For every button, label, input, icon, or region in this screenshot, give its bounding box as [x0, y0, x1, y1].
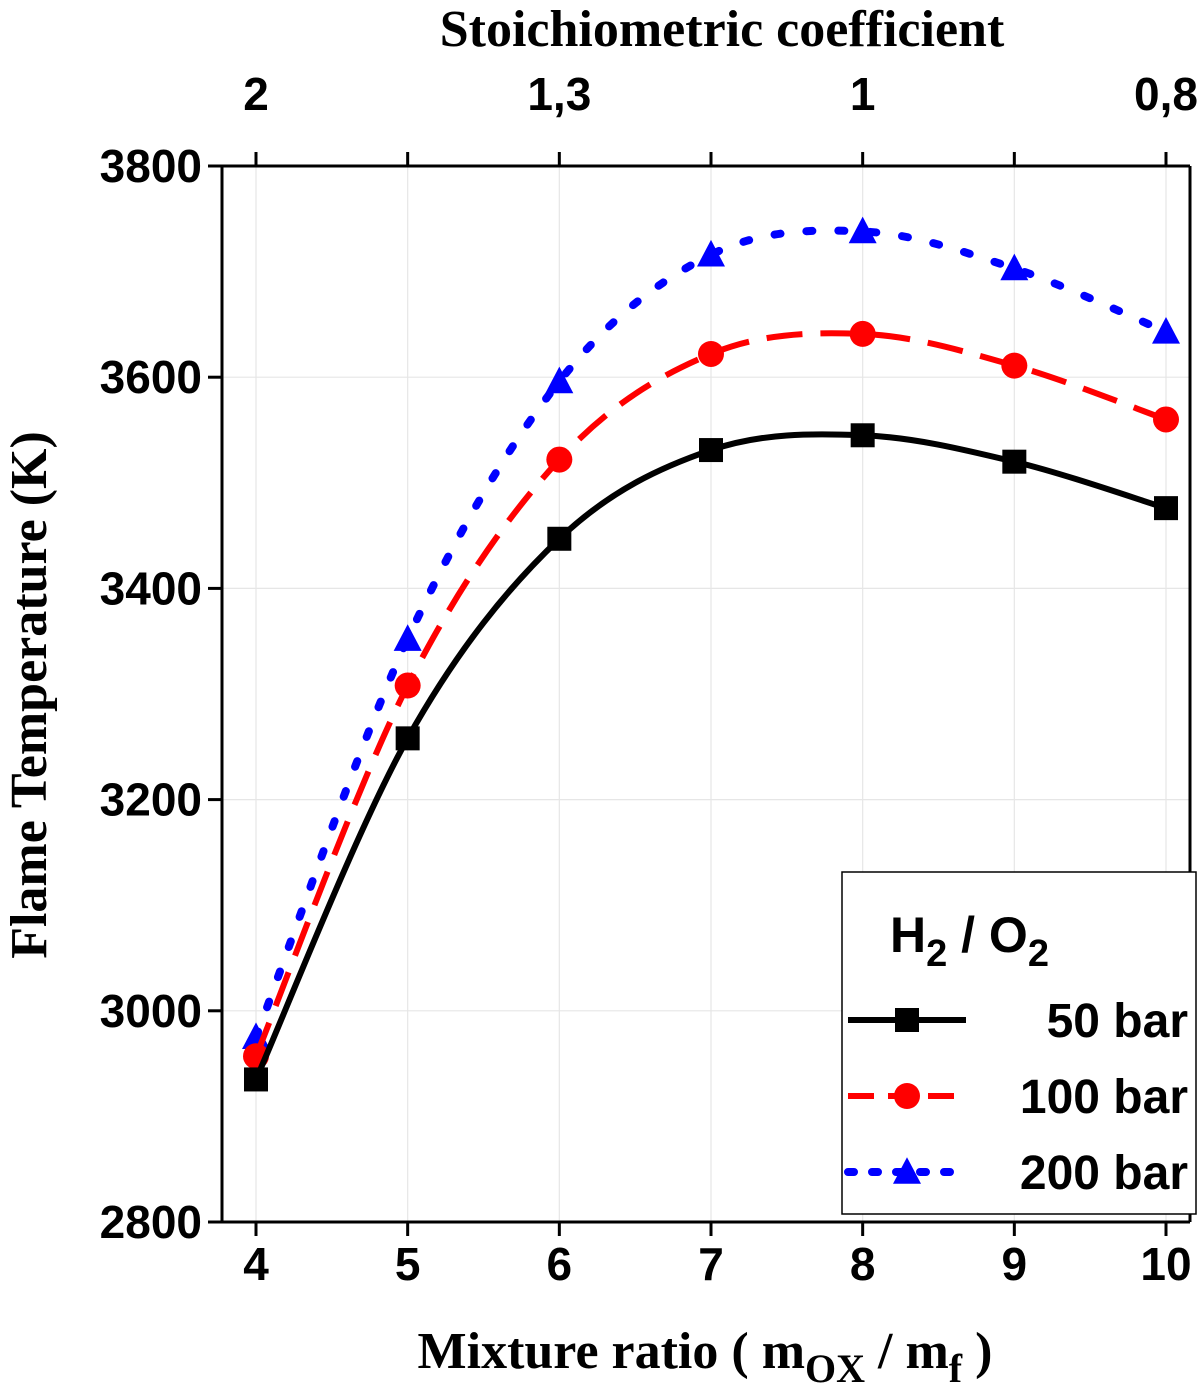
marker-circle: [1153, 406, 1179, 433]
legend-title-mid: / O: [947, 907, 1028, 963]
marker-circle: [698, 340, 724, 367]
legend-box: [841, 871, 1197, 1215]
legend-title-sub-2b: 2: [1028, 933, 1049, 975]
marker-square: [1002, 449, 1027, 474]
marker-square: [895, 1008, 919, 1032]
series-200-bar: [242, 216, 1180, 1049]
series-layer: [242, 216, 1180, 1092]
legend-entry: 50 bar: [848, 995, 1188, 1048]
marker-square: [699, 438, 723, 463]
marker-circle: [894, 1083, 920, 1109]
x-tick-label: 5: [395, 1238, 421, 1290]
y-tick-label: 3200: [100, 774, 202, 826]
y-tick-label: 3000: [100, 985, 202, 1037]
top-tick-label: 1: [850, 68, 876, 120]
marker-triangle: [1152, 316, 1180, 344]
legend-title-sub-2a: 2: [926, 933, 947, 975]
top-axis-title: Stoichiometric coefficient: [440, 1, 1005, 58]
x-tick-label: 6: [547, 1238, 573, 1290]
legend-entry: 100 bar: [848, 1071, 1188, 1124]
x-tick-label: 4: [243, 1238, 269, 1290]
x-axis-title-mid: / m: [865, 1323, 949, 1380]
marker-circle: [1001, 352, 1028, 379]
x-tick-label: 7: [698, 1238, 724, 1290]
x-axis-title-sub-ox: OX: [805, 1346, 865, 1388]
marker-triangle: [545, 366, 574, 394]
series-50-bar: [244, 423, 1178, 1092]
marker-square: [547, 526, 572, 551]
marker-square: [244, 1067, 268, 1092]
x-axis-title-end: ): [962, 1323, 992, 1380]
marker-triangle: [848, 216, 877, 244]
marker-square: [1154, 496, 1178, 521]
y-tick-label: 3400: [100, 562, 202, 614]
legend-label: 200 bar: [1020, 1147, 1188, 1200]
x-axis-title-main: Mixture ratio ( m: [418, 1323, 805, 1380]
marker-square: [395, 726, 420, 751]
x-tick-label: 10: [1140, 1238, 1191, 1290]
marker-circle: [849, 320, 876, 347]
top-tick-label: 1,3: [527, 68, 591, 120]
y-tick-label: 2800: [100, 1196, 202, 1248]
series-line: [252, 226, 1170, 1042]
top-tick-label: 2: [243, 68, 269, 120]
marker-triangle: [697, 239, 725, 267]
legend-title-h: H: [890, 907, 926, 963]
series-line: [253, 330, 1168, 1058]
legend-entry: 200 bar: [844, 1147, 1188, 1200]
x-tick-label: 8: [850, 1238, 876, 1290]
legend-entries: 50 bar 100 bar 200 bar: [844, 995, 1188, 1200]
marker-triangle: [893, 1157, 921, 1184]
y-axis-title: Flame Temperature (K): [1, 431, 58, 959]
marker-square: [850, 423, 875, 448]
series-100-bar: [243, 320, 1179, 1070]
marker-triangle: [393, 624, 422, 651]
y-tick-label: 3600: [100, 351, 202, 403]
legend-label: 50 bar: [1047, 995, 1188, 1048]
x-tick-label: 9: [1002, 1238, 1028, 1290]
legend-label: 100 bar: [1020, 1071, 1188, 1124]
x-axis-title: Mixture ratio ( mOX / mf ): [418, 1323, 993, 1388]
ticks-layer: 2800 3000 3200 3400 3600 3800 4 5 6 7 8 9 10 2 1,3 1 0,8: [100, 68, 1198, 1290]
marker-circle: [394, 672, 421, 699]
x-axis-title-sub-f: f: [949, 1346, 963, 1388]
marker-circle: [546, 446, 573, 473]
marker-triangle: [1000, 253, 1029, 281]
top-tick-label: 0,8: [1134, 68, 1198, 120]
y-tick-label: 3800: [100, 140, 202, 192]
legend-title: H2 / O2: [890, 907, 1049, 975]
